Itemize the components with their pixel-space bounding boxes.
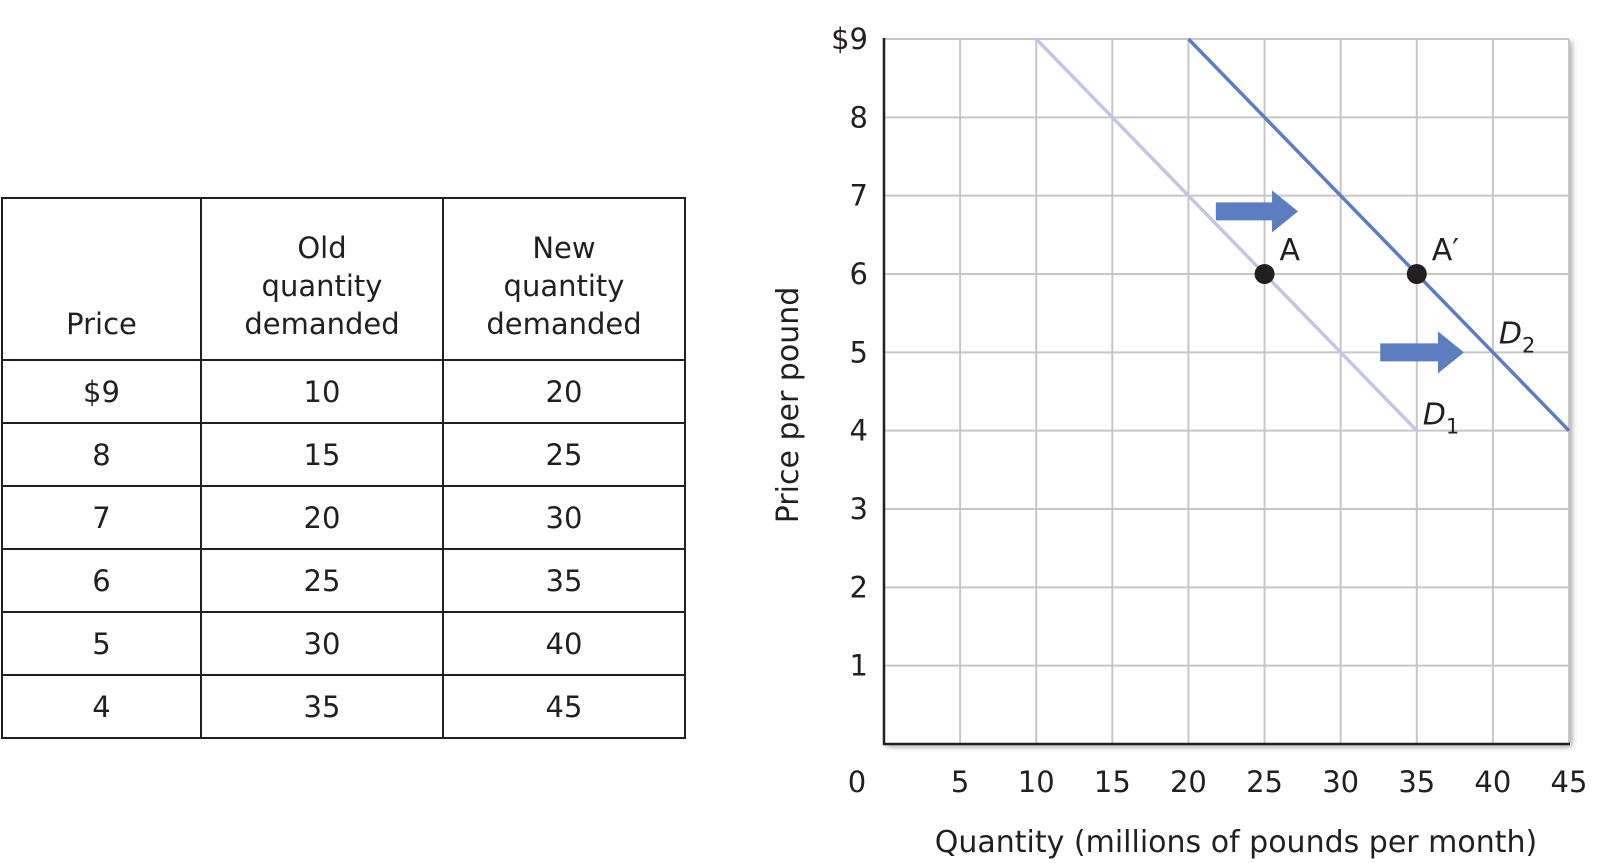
old-quantity-cell: 35 — [200, 674, 444, 739]
y-tick-label: 4 — [850, 414, 868, 448]
x-tick-label: 20 — [1170, 765, 1207, 799]
new-quantity-cell: 35 — [442, 548, 686, 613]
curve-label-subscript: 1 — [1446, 415, 1459, 439]
y-tick-label: 3 — [850, 492, 868, 526]
axes — [882, 38, 1570, 746]
plot-area — [884, 39, 1569, 744]
x-tick-label: 10 — [1018, 765, 1055, 799]
vertical-gridlines — [959, 39, 1570, 744]
curve-label-main: D — [1423, 398, 1446, 433]
old-quantity-cell: 30 — [200, 611, 444, 676]
y-tick-label: 7 — [850, 179, 868, 213]
y-tick-label: 2 — [850, 570, 868, 604]
price-cell: $9 — [1, 359, 202, 424]
header-new-quantity: New quantity demanded — [442, 197, 686, 361]
old-quantity-cell: 15 — [200, 422, 444, 487]
point-a — [1254, 264, 1275, 284]
point-label: A — [1280, 233, 1301, 268]
y-tick-label: 1 — [850, 649, 868, 683]
shift-arrows — [1215, 190, 1464, 374]
table-row: 4 35 45 — [1, 674, 686, 739]
demand-schedule-table: Price Old quantity demanded New quantity… — [1, 197, 686, 739]
demand-curve-1 — [1034, 37, 1419, 432]
x-axis-label: Quantity (millions of pounds per month) — [935, 825, 1538, 860]
y-tick-label: 8 — [850, 100, 868, 134]
x-tick-label: 5 — [951, 765, 969, 799]
table-row: $9 10 20 — [1, 359, 686, 424]
y-tick-label: $9 — [831, 22, 868, 56]
old-quantity-cell: 25 — [200, 548, 444, 613]
y-tick-labels: $9 8 7 6 5 4 3 2 1 — [831, 22, 868, 683]
point-label: A′ — [1432, 233, 1460, 268]
new-quantity-cell: 25 — [442, 422, 686, 487]
x-tick-labels: 0 5 10 15 20 25 30 35 40 45 — [848, 765, 1588, 799]
x-tick-label: 15 — [1094, 765, 1131, 799]
table-row: 6 25 35 — [1, 548, 686, 613]
table-row: 5 30 40 — [1, 611, 686, 676]
demand-curve-2 — [1187, 37, 1571, 432]
x-tick-label: 45 — [1551, 765, 1588, 799]
table-row: 7 20 30 — [1, 485, 686, 550]
old-quantity-cell: 10 — [200, 359, 444, 424]
points: A A′ — [1254, 233, 1460, 284]
new-quantity-cell: 45 — [442, 674, 686, 739]
shift-arrow-upper — [1215, 190, 1299, 233]
table-row: 8 15 25 — [1, 422, 686, 487]
shift-arrow-lower — [1380, 331, 1464, 374]
x-tick-label: 25 — [1246, 765, 1283, 799]
header-price: Price — [1, 197, 202, 361]
price-cell: 4 — [1, 674, 202, 739]
curve-label-main: D — [1499, 316, 1522, 351]
x-tick-label: 40 — [1474, 765, 1511, 799]
curve-label-d2: D2 — [1499, 316, 1535, 357]
y-tick-label: 6 — [850, 257, 868, 291]
new-quantity-cell: 40 — [442, 611, 686, 676]
x-tick-label: 35 — [1398, 765, 1435, 799]
x-tick-label: 30 — [1322, 765, 1359, 799]
old-quantity-cell: 20 — [200, 485, 444, 550]
new-quantity-cell: 20 — [442, 359, 686, 424]
price-cell: 7 — [1, 485, 202, 550]
curve-label-d1: D1 — [1423, 398, 1459, 439]
curve-label-subscript: 2 — [1522, 333, 1535, 357]
y-tick-label: 5 — [850, 335, 868, 369]
price-cell: 8 — [1, 422, 202, 487]
point-a-prime — [1406, 264, 1427, 284]
x-tick-label: 0 — [848, 765, 866, 799]
table-header-row: Price Old quantity demanded New quantity… — [1, 197, 686, 361]
header-old-quantity: Old quantity demanded — [200, 197, 444, 361]
y-axis-label: Price per pound — [771, 287, 806, 524]
price-cell: 6 — [1, 548, 202, 613]
new-quantity-cell: 30 — [442, 485, 686, 550]
price-cell: 5 — [1, 611, 202, 676]
